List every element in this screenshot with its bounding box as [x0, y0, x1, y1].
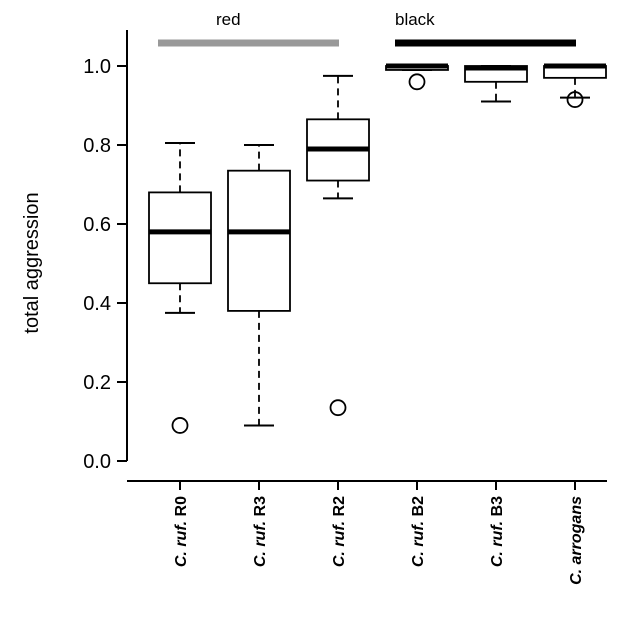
box-iqr — [148, 191, 212, 285]
x-tick-label: C. ruf. R0 — [173, 496, 190, 567]
group-bars: red black — [158, 10, 576, 47]
box-5 — [543, 63, 607, 108]
x-tick-label: C. arrogans — [568, 496, 585, 585]
x-tick-label: C. ruf. B2 — [410, 496, 427, 567]
y-axis: 0.0 0.2 0.4 0.6 0.8 1.0 — [83, 30, 128, 473]
outlier-point — [329, 399, 347, 417]
x-tick-label-italic: C. ruf. — [252, 521, 269, 567]
x-tick-label-suffix: R3 — [252, 496, 269, 521]
x-tick-label-italic: C. arrogans — [568, 496, 585, 585]
x-tick-label-italic: C. ruf. — [489, 521, 506, 567]
outlier-point — [566, 91, 584, 108]
x-tick-label-suffix: R2 — [331, 496, 348, 521]
x-axis: C. ruf. R0C. ruf. R3C. ruf. R2C. ruf. B2… — [127, 480, 607, 585]
y-tick-label: 0.2 — [83, 372, 111, 394]
boxes — [148, 63, 607, 434]
x-tick-label-italic: C. ruf. — [331, 521, 348, 567]
box-2 — [306, 74, 370, 417]
x-tick-label-italic: C. ruf. — [173, 521, 190, 567]
group-label: black — [395, 10, 435, 29]
y-tick-label: 1.0 — [83, 56, 111, 78]
outlier-point — [171, 417, 189, 434]
outlier-point — [408, 73, 426, 91]
x-tick-label: C. ruf. R3 — [252, 496, 269, 567]
box-4 — [464, 65, 528, 103]
x-tick-label-suffix: B3 — [489, 496, 506, 521]
x-tick-label-italic: C. ruf. — [410, 521, 427, 567]
x-tick-label-suffix: R0 — [173, 496, 190, 521]
x-tick-label: C. ruf. B3 — [489, 496, 506, 567]
y-tick-label: 0.8 — [83, 135, 111, 157]
box-1 — [227, 144, 291, 427]
y-tick-label: 0.4 — [83, 293, 111, 315]
box-0 — [148, 142, 212, 434]
y-tick-label: 0.0 — [83, 451, 111, 473]
x-tick-label-suffix: B2 — [410, 496, 427, 521]
group-label: red — [216, 10, 241, 29]
x-tick-label: C. ruf. R2 — [331, 496, 348, 567]
y-axis-title: total aggression — [21, 192, 43, 333]
box-3 — [385, 63, 449, 91]
box-iqr — [227, 169, 291, 312]
y-tick-label: 0.6 — [83, 214, 111, 236]
